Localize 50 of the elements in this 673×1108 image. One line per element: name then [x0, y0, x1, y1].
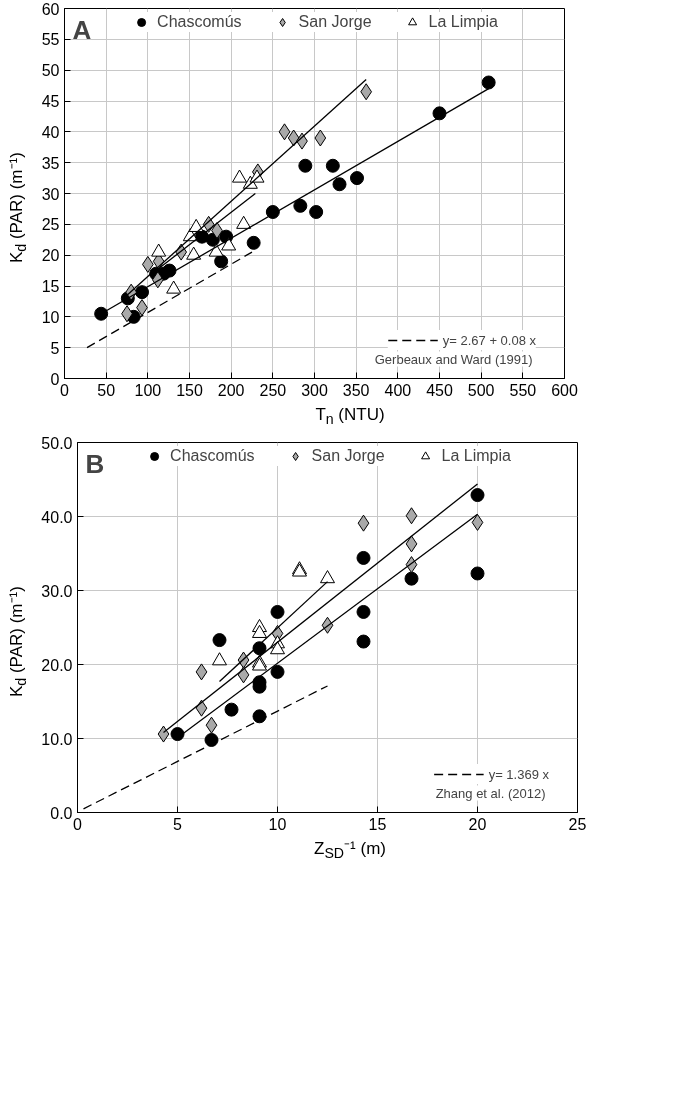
- x-tick-label: 50: [97, 381, 116, 399]
- y-tick-label: 40.0: [41, 508, 73, 526]
- x-tick-label: 500: [467, 381, 495, 399]
- y-tick-label: 60: [41, 0, 60, 18]
- y-tick-label: 40: [41, 123, 60, 141]
- annotation: Gerbeaux and Ward (1991): [374, 351, 533, 367]
- legend-label: y= 1.369 x: [488, 766, 549, 782]
- x-tick-label: 250: [259, 381, 287, 399]
- y-tick-label: 20.0: [41, 656, 73, 674]
- x-tick-label: 100: [134, 381, 162, 399]
- legend-label: Chascomús: [170, 447, 255, 465]
- x-tick-label: 450: [426, 381, 453, 399]
- y-tick-label: 0.0: [50, 804, 73, 822]
- x-tick-label: 550: [509, 381, 537, 399]
- y-tick-label: 20: [41, 247, 60, 265]
- y-tick-label: 25: [41, 216, 60, 234]
- legend-label: San Jorge: [298, 13, 372, 31]
- x-axis-title: T$_{n}$ (NTU): [315, 404, 385, 430]
- x-tick-label: 20: [468, 815, 487, 833]
- annotation: B: [85, 448, 105, 479]
- legend-label: Chascomús: [157, 13, 242, 31]
- y-tick-label: 55: [41, 31, 60, 49]
- legend-label: La Limpia: [428, 13, 498, 31]
- x-tick-label: 200: [217, 381, 245, 399]
- y-tick-label: 10: [41, 308, 60, 326]
- x-tick-label: 25: [568, 815, 587, 833]
- y-tick-label: 0: [50, 370, 60, 388]
- y-tick-label: 50: [41, 62, 60, 80]
- x-tick-label: 400: [384, 381, 412, 399]
- y-tick-label: 5: [50, 339, 60, 357]
- annotation: A: [72, 14, 92, 45]
- y-tick-label: 45: [41, 93, 60, 110]
- x-tick-label: 600: [551, 381, 578, 399]
- y-tick-label: 50.0: [41, 434, 73, 452]
- x-tick-label: 350: [342, 381, 370, 399]
- legend-label: La Limpia: [441, 447, 511, 465]
- y-tick-label: 30.0: [41, 582, 73, 600]
- y-tick-label: 35: [41, 154, 60, 172]
- y-tick-label: 30: [41, 185, 60, 203]
- x-tick-label: 300: [301, 381, 328, 399]
- x-tick-label: 150: [176, 381, 203, 399]
- annotation: Zhang et al. (2012): [435, 785, 546, 801]
- y-tick-label: 10.0: [41, 730, 73, 748]
- legend-label: San Jorge: [311, 447, 385, 465]
- x-tick-label: 5: [173, 815, 183, 833]
- x-axis-title: Z$_{SD}$⁻¹ (m): [314, 838, 386, 864]
- x-tick-label: 10: [268, 815, 287, 833]
- y-tick-label: 15: [41, 278, 60, 295]
- x-tick-label: 15: [368, 815, 387, 833]
- legend-label: y= 2.67 + 0.08 x: [442, 332, 536, 348]
